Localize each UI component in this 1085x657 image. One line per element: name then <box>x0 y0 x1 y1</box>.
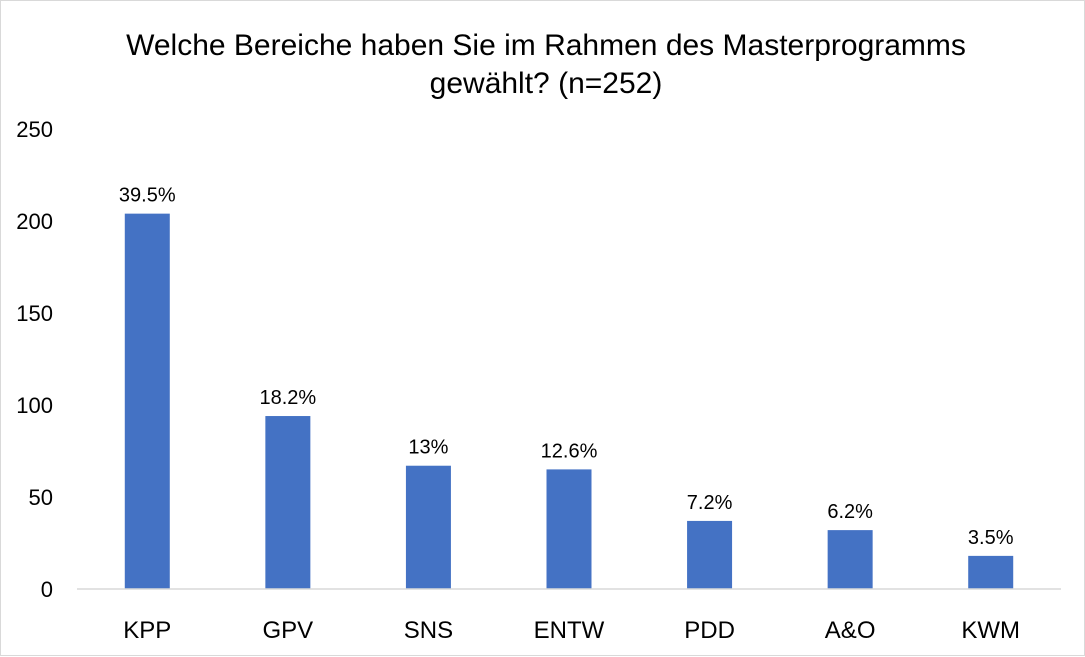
bar-sns <box>405 465 451 589</box>
data-label: 12.6% <box>541 440 598 462</box>
x-tick-label: A&O <box>825 617 876 644</box>
bar-series <box>124 213 1014 589</box>
bar-kpp <box>124 213 170 589</box>
data-labels: 39.5% 18.2% 13% 12.6% 7.2% 6.2% 3.5% <box>119 185 1014 549</box>
y-tick-label: 100 <box>16 393 53 418</box>
x-tick-label: SNS <box>404 617 453 644</box>
data-label: 7.2% <box>687 492 733 514</box>
chart-title-line-1: Welche Bereiche haben Sie im Rahmen des … <box>126 29 966 62</box>
chart-title-line-2: gewählt? (n=252) <box>430 67 663 100</box>
y-tick-label: 0 <box>41 577 53 602</box>
y-tick-label: 150 <box>16 301 53 326</box>
x-axis: KPP GPV SNS ENTW PDD A&O KWM <box>77 588 1061 644</box>
x-tick-label: KWM <box>961 617 1020 644</box>
x-tick-label: PDD <box>684 617 735 644</box>
x-tick-label: ENTW <box>534 617 605 644</box>
bar-kwm <box>968 555 1014 589</box>
data-label: 39.5% <box>119 185 176 207</box>
x-tick-label: KPP <box>123 617 171 644</box>
y-tick-label: 250 <box>16 117 53 142</box>
data-label: 18.2% <box>259 387 316 409</box>
bar-entw <box>546 469 592 589</box>
y-axis: 0 50 100 150 200 250 <box>16 117 53 602</box>
y-tick-label: 200 <box>16 209 53 234</box>
bar-pdd <box>687 520 733 589</box>
bar-gpv <box>265 416 311 589</box>
x-tick-label: GPV <box>263 617 314 644</box>
bar-a-o <box>827 530 873 589</box>
data-label: 6.2% <box>827 501 873 523</box>
data-label: 13% <box>408 437 448 459</box>
y-tick-label: 50 <box>29 485 53 510</box>
data-label: 3.5% <box>968 527 1014 549</box>
